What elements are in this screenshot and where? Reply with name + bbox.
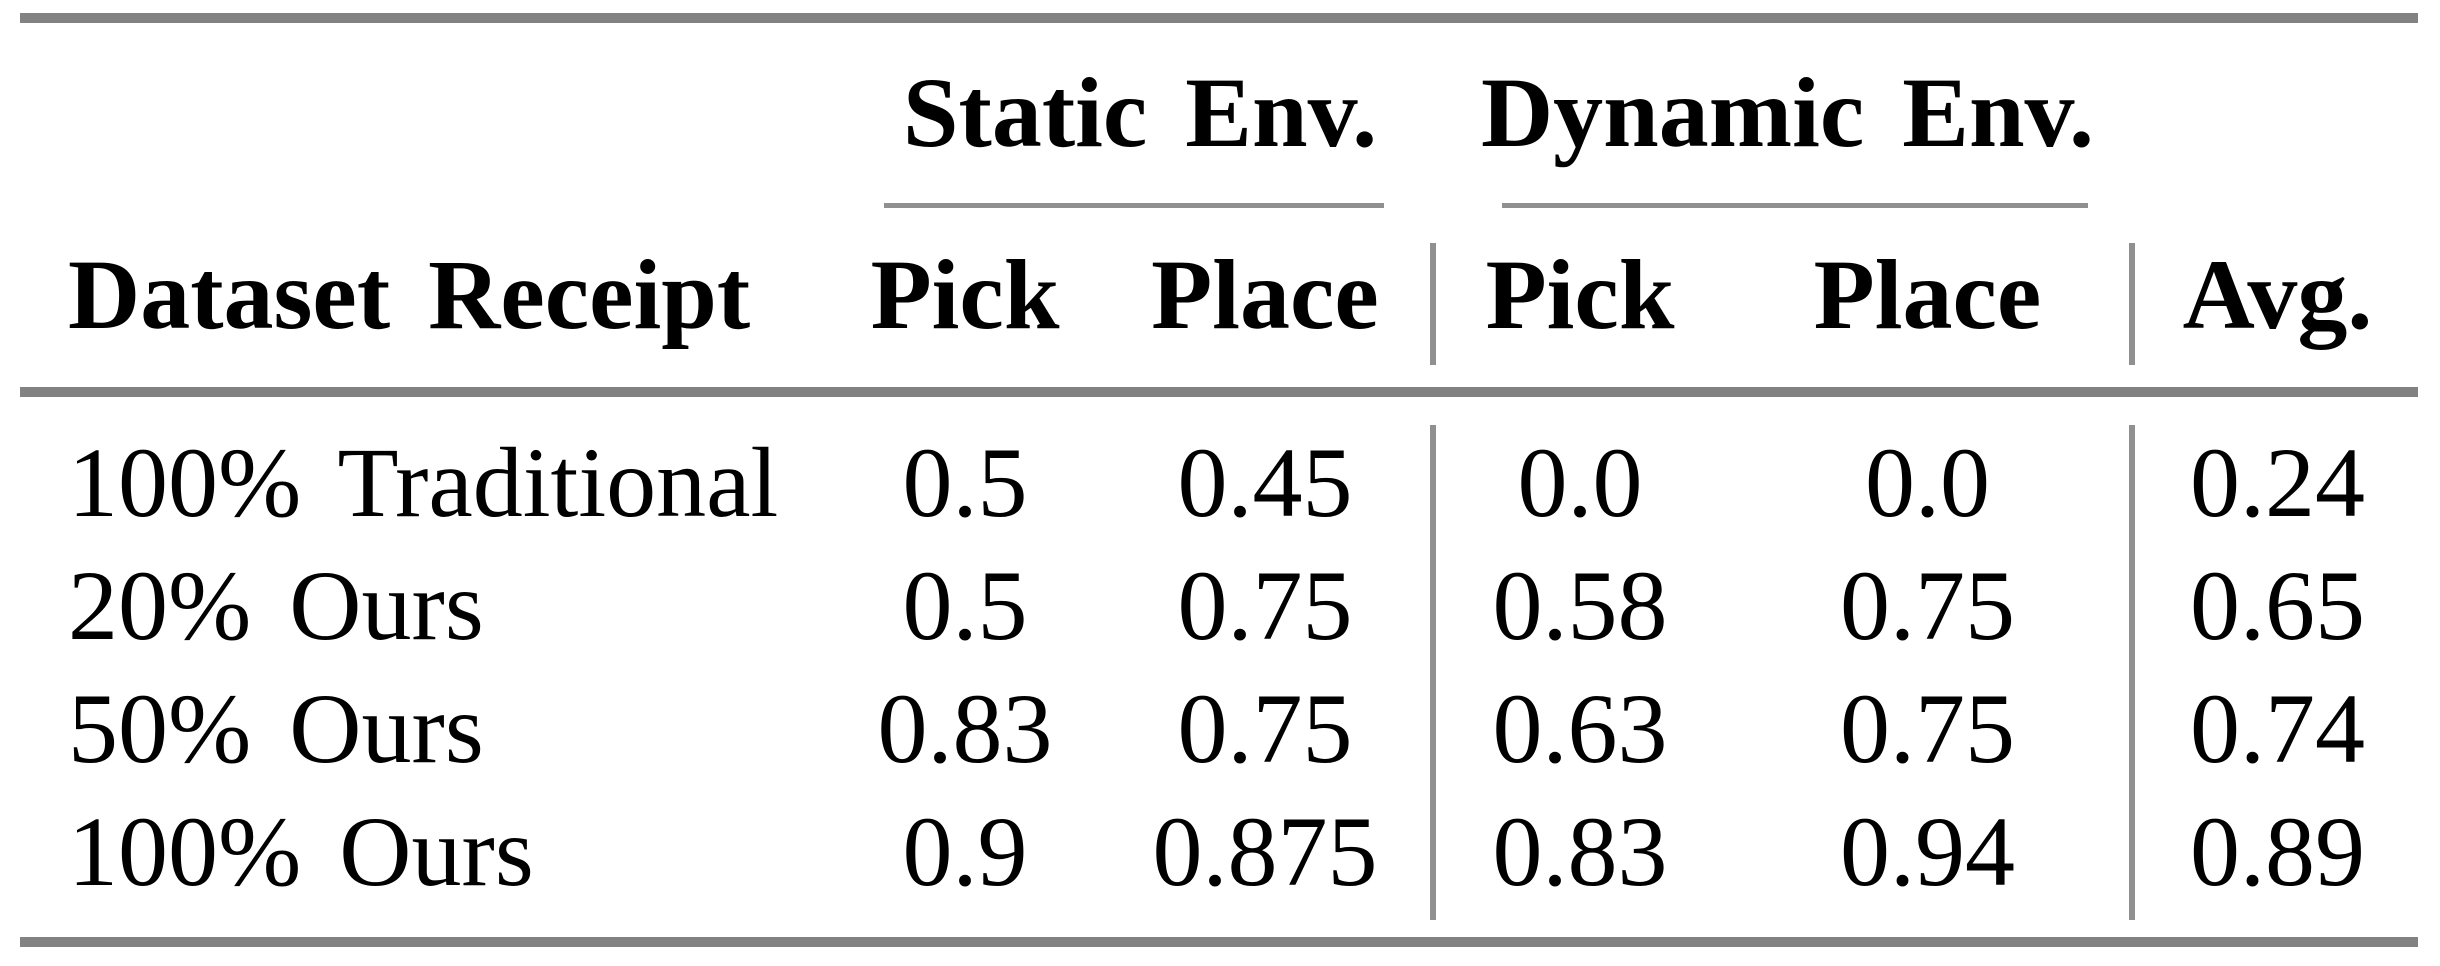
cell-avg: 0.74 (2190, 673, 2365, 784)
column-header-avg: Avg. (2182, 239, 2373, 350)
cell-dynamic-pick: 0.63 (1492, 673, 1668, 784)
cell-avg: 0.89 (2190, 796, 2365, 907)
cell-static-pick: 0.9 (902, 796, 1028, 907)
cell-dynamic-place: 0.75 (1840, 673, 2015, 784)
column-header-static-pick: Pick (870, 239, 1060, 350)
dynamic-env-underline-rule (1502, 203, 2088, 208)
span-header-dynamic-env: Dynamic Env. (1480, 57, 2095, 168)
cell-static-place: 0.45 (1177, 427, 1353, 538)
row-label: 20% Ours (68, 550, 484, 661)
vertical-rule-static-dynamic-body (1430, 425, 1436, 920)
column-header-dataset-receipt: Dataset Receipt (68, 239, 751, 350)
cell-dynamic-pick: 0.0 (1517, 427, 1643, 538)
vertical-rule-static-dynamic-header (1430, 243, 1436, 365)
cell-static-pick: 0.5 (902, 427, 1028, 538)
vertical-rule-dynamic-avg-body (2129, 425, 2135, 920)
cell-dynamic-place: 0.0 (1865, 427, 1990, 538)
table-header-rule (20, 387, 2418, 397)
column-header-static-place: Place (1151, 239, 1379, 350)
cell-dynamic-place: 0.94 (1840, 796, 2015, 907)
row-label: 100% Traditional (68, 427, 779, 538)
cell-static-pick: 0.83 (877, 673, 1053, 784)
cell-static-place: 0.875 (1152, 796, 1378, 907)
cell-static-pick: 0.5 (902, 550, 1028, 661)
cell-avg: 0.65 (2190, 550, 2365, 661)
cell-dynamic-pick: 0.58 (1492, 550, 1668, 661)
vertical-rule-dynamic-avg-header (2129, 243, 2135, 365)
static-env-underline-rule (884, 203, 1384, 208)
cell-static-place: 0.75 (1177, 673, 1353, 784)
table-bottom-rule (20, 937, 2418, 947)
column-header-dynamic-place: Place (1813, 239, 2042, 350)
row-label: 50% Ours (68, 673, 484, 784)
row-label: 100% Ours (68, 796, 534, 907)
span-header-static-env: Static Env. (902, 57, 1378, 168)
table-top-rule (20, 13, 2418, 23)
cell-dynamic-pick: 0.83 (1492, 796, 1668, 907)
cell-avg: 0.24 (2190, 427, 2365, 538)
cell-dynamic-place: 0.75 (1840, 550, 2015, 661)
cell-static-place: 0.75 (1177, 550, 1353, 661)
column-header-dynamic-pick: Pick (1485, 239, 1675, 350)
